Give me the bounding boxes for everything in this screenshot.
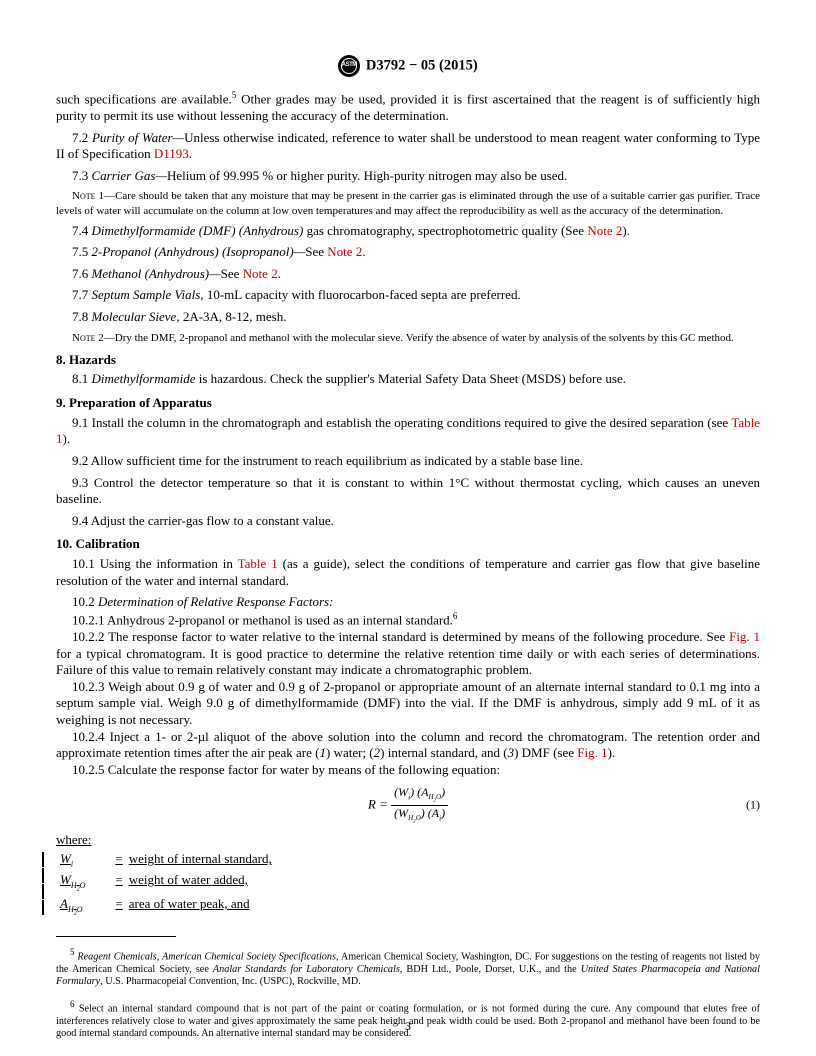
para-10-2-4: 10.2.4 Inject a 1- or 2-µl aliquot of th… — [56, 729, 760, 762]
para-7-8: 7.8 Molecular Sieve, 2A-3A, 8-12, mesh. — [56, 309, 760, 326]
para-9-2: 9.2 Allow sufficient time for the instru… — [56, 453, 760, 470]
astm-logo: ASTM — [338, 55, 360, 77]
note-2: Note 2—Dry the DMF, 2-propanol and metha… — [56, 331, 760, 345]
link-note2-a[interactable]: Note 2 — [587, 223, 622, 238]
para-10-2-3: 10.2.3 Weigh about 0.9 g of water and 0.… — [56, 679, 760, 729]
para-7-2: 7.2 Purity of Water—Unless otherwise ind… — [56, 130, 760, 163]
note-1: Note 1—Care should be taken that any moi… — [56, 189, 760, 217]
heading-10: 10. Calibration — [56, 536, 760, 553]
page: ASTM D3792 − 05 (2015) such specificatio… — [0, 0, 816, 1056]
link-fig1-a[interactable]: Fig. 1 — [729, 629, 760, 644]
footnote-rule — [56, 936, 176, 937]
revision-bars — [42, 852, 44, 915]
link-note2-b[interactable]: Note 2 — [327, 244, 362, 259]
para-10-2-2: 10.2.2 The response factor to water rela… — [56, 629, 760, 679]
para-7-6: 7.6 Methanol (Anhydrous)—See Note 2. — [56, 266, 760, 283]
where-row-2: WH2O = weight of water added, — [58, 872, 274, 894]
para-7-3: 7.3 Carrier Gas—Helium of 99.995 % or hi… — [56, 168, 760, 185]
footnote-5: 5 Reagent Chemicals, American Chemical S… — [56, 947, 760, 989]
page-header: ASTM D3792 − 05 (2015) — [56, 55, 760, 77]
para-7-7: 7.7 Septum Sample Vials, 10-mL capacity … — [56, 287, 760, 304]
para-9-4: 9.4 Adjust the carrier-gas flow to a con… — [56, 513, 760, 530]
para-10-2-5: 10.2.5 Calculate the response factor for… — [56, 762, 760, 779]
para-10-1: 10.1 Using the information in Table 1 (a… — [56, 556, 760, 589]
where-row-3: AH2O = area of water peak, and — [58, 896, 274, 918]
standard-number: D3792 − 05 (2015) — [366, 57, 478, 73]
link-note2-c[interactable]: Note 2 — [243, 266, 278, 281]
para-7-4: 7.4 Dimethylformamide (DMF) (Anhydrous) … — [56, 223, 760, 240]
para-10-2-1: 10.2.1 Anhydrous 2-propanol or methanol … — [56, 611, 760, 629]
para-7-5: 7.5 2-Propanol (Anhydrous) (Isopropanol)… — [56, 244, 760, 261]
heading-8: 8. Hazards — [56, 352, 760, 369]
page-number: 3 — [0, 1019, 816, 1034]
where-table: Wi = weight of internal standard, WH2O =… — [56, 849, 276, 920]
equation-1: R = (Wi) (AH2O) (WH2O) (Ai) (1) — [56, 785, 760, 826]
heading-9: 9. Preparation of Apparatus — [56, 395, 760, 412]
where-label: where: — [56, 832, 760, 849]
para-9-3: 9.3 Control the detector temperature so … — [56, 475, 760, 508]
link-fig1-b[interactable]: Fig. 1 — [577, 745, 607, 760]
link-table1-b[interactable]: Table 1 — [238, 556, 278, 571]
para-7-1-cont: such specifications are available.5 Othe… — [56, 90, 760, 125]
link-d1193[interactable]: D1193 — [154, 146, 189, 161]
equation-number: (1) — [746, 798, 760, 813]
para-8-1: 8.1 Dimethylformamide is hazardous. Chec… — [56, 371, 760, 388]
para-9-1: 9.1 Install the column in the chromatogr… — [56, 415, 760, 448]
para-10-2: 10.2 Determination of Relative Response … — [56, 594, 760, 611]
where-row-1: Wi = weight of internal standard, — [58, 851, 274, 870]
